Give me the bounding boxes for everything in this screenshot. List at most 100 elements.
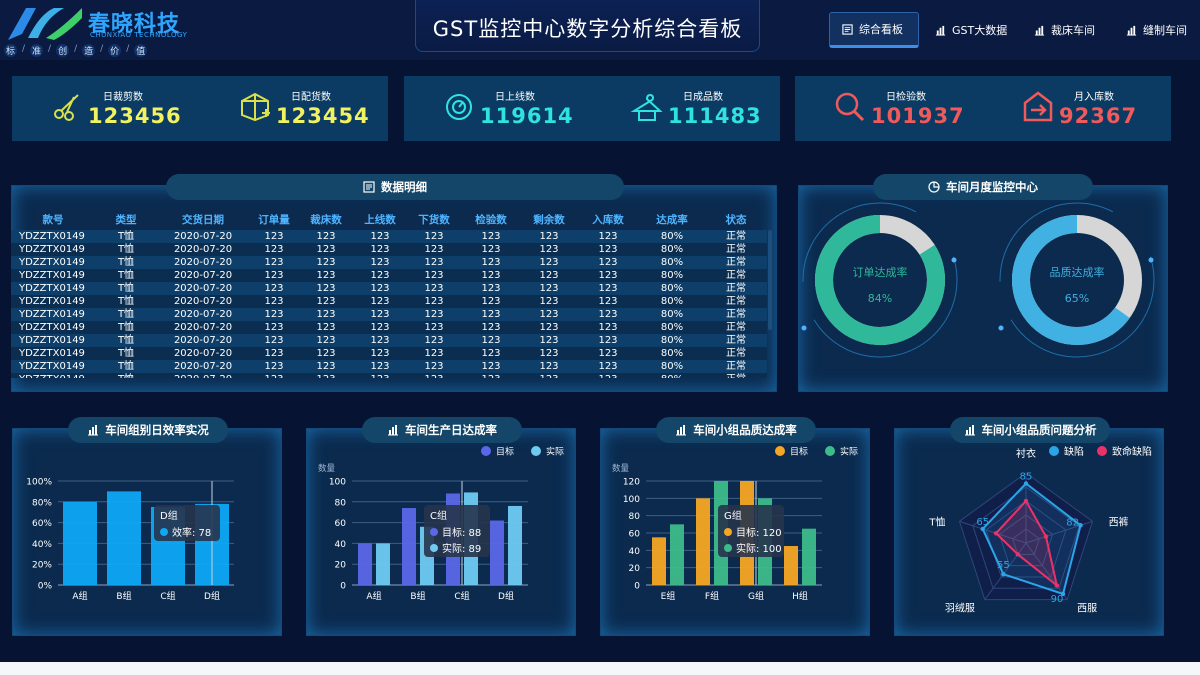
y-tick-label: 80%	[32, 498, 52, 508]
table-cell: 123	[521, 243, 577, 256]
table-cell: 123	[577, 347, 639, 360]
table-cell: 123	[299, 308, 353, 321]
table-cell: 80%	[639, 230, 705, 243]
y-axis-label: 数量	[612, 463, 630, 474]
bar	[652, 537, 666, 585]
nav-tab-label: 综合看板	[859, 23, 903, 36]
column-header[interactable]: 上线数	[364, 213, 396, 226]
table-cell: T恤	[95, 360, 157, 373]
table-row[interactable]: YDZZTX0149T恤2020-07-20123123123123123123…	[11, 373, 767, 378]
table-cell: 正常	[705, 282, 767, 295]
table-cell: 123	[461, 282, 521, 295]
y-tick-label: 100	[329, 478, 346, 488]
table-cell: 正常	[705, 321, 767, 334]
table-cell: 123	[521, 334, 577, 347]
radar-point	[1001, 571, 1006, 577]
kpi-daily-inspection: 日检验数 101937	[833, 76, 983, 141]
tooltip-marker	[724, 544, 732, 552]
column-header[interactable]: 入库数	[592, 213, 624, 226]
column-header[interactable]: 下货数	[418, 213, 450, 226]
tooltip-item: 实际: 89	[442, 542, 481, 555]
table-cell: YDZZTX0149	[11, 269, 95, 282]
table-cell: 123	[353, 321, 407, 334]
table-cell: 正常	[705, 295, 767, 308]
table-cell: 123	[299, 256, 353, 269]
table-cell: 123	[577, 282, 639, 295]
table-cell: YDZZTX0149	[11, 308, 95, 321]
bar-chart-icon	[1126, 25, 1137, 36]
nav-tab-cutting-workshop[interactable]: 裁床车间	[1022, 12, 1107, 48]
table-cell: 2020-07-20	[157, 334, 249, 347]
radar-series-area	[994, 499, 1059, 589]
radar-value-label: 90	[1051, 594, 1064, 605]
kpi-card-production: 日上线数 119614 日成品数 111483	[404, 76, 780, 141]
table-cell: T恤	[95, 334, 157, 347]
table-cell: 123	[577, 334, 639, 347]
legend-marker	[531, 446, 541, 456]
radar-value-label: 82	[1066, 517, 1079, 528]
y-tick-label: 40%	[32, 540, 52, 550]
table-cell: 123	[249, 360, 299, 373]
kpi-label: 日裁剪数	[103, 92, 143, 103]
radar-point	[1015, 552, 1020, 557]
radar-point	[1023, 481, 1029, 486]
kpi-daily-distribution: 日配货数 123454	[238, 76, 388, 141]
radar-point	[993, 531, 999, 536]
table-cell: 123	[461, 347, 521, 360]
kpi-value: 119614	[480, 104, 574, 128]
column-header[interactable]: 款号	[42, 213, 64, 226]
x-tick-label: F组	[705, 590, 719, 602]
bar-chart-icon	[1034, 25, 1045, 36]
kpi-label: 日配货数	[291, 92, 331, 103]
column-header[interactable]: 订单量	[258, 213, 290, 226]
detail-table-container[interactable]: 款号 类型 交货日期 订单量 裁床数 上线数 下货数 检验数 剩余数 入库数 达成率 状态 YDZZT…	[11, 208, 771, 378]
tooltip-box	[424, 505, 490, 557]
column-header[interactable]: 状态	[725, 213, 747, 226]
nav-tab-sewing-workshop[interactable]: 缝制车间	[1114, 12, 1199, 48]
table-cell: YDZZTX0149	[11, 347, 95, 360]
column-header[interactable]: 交货日期	[182, 213, 224, 226]
column-header[interactable]: 达成率	[656, 213, 688, 226]
legend-marker	[1049, 446, 1059, 456]
table-cell: T恤	[95, 243, 157, 256]
table-cell: 123	[249, 373, 299, 378]
table-header-row: 款号 类型 交货日期 订单量 裁床数 上线数 下货数 检验数 剩余数 入库数 达成率 状态	[11, 208, 767, 230]
panel-title-label: 车间月度监控中心	[946, 180, 1038, 194]
table-scrollbar[interactable]	[768, 230, 772, 330]
scissors-icon	[54, 94, 79, 121]
table-cell: 80%	[639, 360, 705, 373]
x-tick-label: D组	[498, 590, 514, 602]
nav-tab-gst-bigdata[interactable]: GST大数据	[923, 12, 1019, 48]
nav-tab-overview[interactable]: 综合看板	[829, 12, 919, 48]
table-cell: YDZZTX0149	[11, 360, 95, 373]
panel-title-label: 车间组别日效率实况	[105, 423, 209, 437]
table-cell: YDZZTX0149	[11, 295, 95, 308]
table-cell: 正常	[705, 269, 767, 282]
bar	[107, 491, 141, 585]
column-header[interactable]: 剩余数	[533, 213, 565, 226]
y-tick-label: 40	[629, 547, 641, 557]
tooltip-item: 实际: 100	[736, 542, 782, 555]
table-cell: T恤	[95, 321, 157, 334]
column-header[interactable]: 裁床数	[310, 213, 342, 226]
column-header[interactable]: 检验数	[475, 213, 507, 226]
brand-name: 春晓科技	[88, 12, 181, 37]
column-header[interactable]: 类型	[115, 213, 137, 226]
table-cell: 123	[461, 230, 521, 243]
y-tick-label: 60	[629, 530, 641, 540]
